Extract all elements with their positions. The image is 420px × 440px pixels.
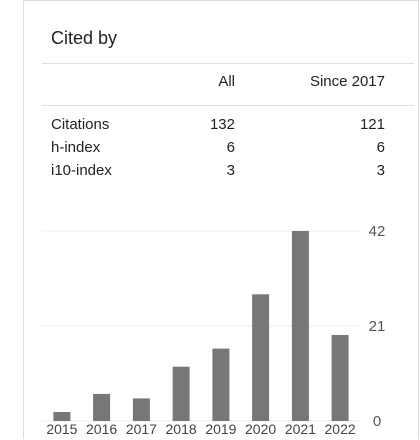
citations-all-value: 132: [209, 116, 235, 133]
h-index-since-value: 6: [376, 139, 385, 156]
x-tick-label: 2020: [245, 421, 276, 437]
bar-2022[interactable]: [331, 335, 349, 421]
x-tick-label: 2016: [86, 421, 117, 437]
x-tick-label: 2019: [205, 421, 236, 437]
column-header-all: All: [218, 73, 235, 90]
citations-since-value: 121: [359, 116, 385, 133]
row-label-h-index[interactable]: h-index: [51, 139, 101, 156]
citations-per-year-chart: 0 21 42 2015 2016 2017 2018 2019 2020 2021 2022: [42, 223, 386, 437]
h-index-all-value: 6: [226, 139, 235, 156]
row-label-citations[interactable]: Citations: [51, 116, 110, 133]
table-divider: [42, 105, 414, 106]
row-label-i10-index[interactable]: i10-index: [51, 162, 112, 179]
bar-2015[interactable]: [53, 412, 71, 421]
header-divider: [42, 63, 414, 64]
x-tick-label: 2017: [126, 421, 157, 437]
bar-2020[interactable]: [252, 294, 270, 421]
y-tick-label: 21: [369, 318, 386, 335]
bar-2019[interactable]: [212, 348, 230, 421]
x-tick-label: 2022: [325, 421, 356, 437]
column-header-since: Since 2017: [309, 73, 385, 90]
y-tick-label: 42: [369, 223, 386, 240]
panel-title: Cited by: [51, 28, 118, 48]
x-tick-label: 2021: [285, 421, 316, 437]
bar-2021[interactable]: [291, 231, 309, 421]
bar-2018[interactable]: [172, 366, 190, 421]
bar-2016[interactable]: [93, 393, 111, 421]
i10-index-since-value: 3: [376, 162, 385, 179]
bar-2017[interactable]: [132, 398, 150, 421]
x-tick-label: 2018: [166, 421, 197, 437]
y-tick-label: 0: [373, 413, 381, 430]
i10-index-all-value: 3: [226, 162, 235, 179]
cited-by-panel: Cited by All Since 2017 Citations 132 12…: [23, 0, 419, 439]
x-tick-label: 2015: [46, 421, 77, 437]
